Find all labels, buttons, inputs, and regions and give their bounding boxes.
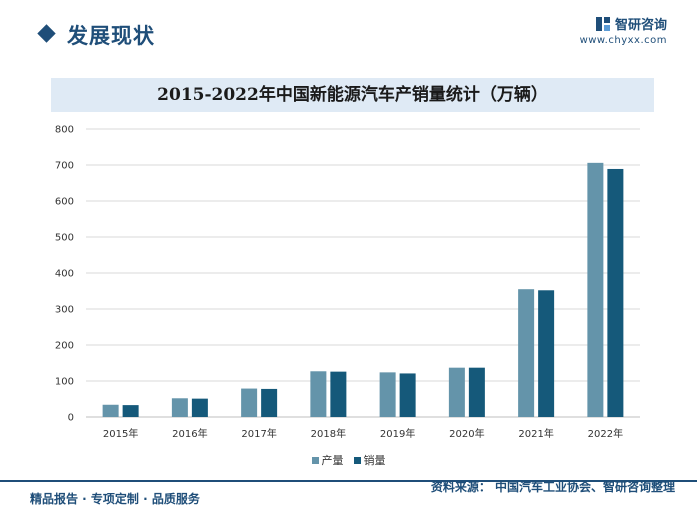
bar-sales [261, 388, 278, 417]
bar-production [587, 162, 604, 417]
bar-sales [399, 373, 416, 417]
x-tick-label: 2017年 [241, 427, 276, 440]
y-tick-label: 200 [55, 341, 74, 352]
x-tick-label: 2021年 [518, 427, 553, 440]
bar-sales [191, 398, 208, 417]
x-tick-label: 2019年 [380, 427, 415, 440]
bar-sales [330, 371, 347, 417]
y-tick-label: 100 [55, 377, 74, 388]
bar-sales [122, 405, 139, 417]
bar-production [310, 371, 327, 417]
x-tick-label: 2016年 [172, 427, 207, 440]
x-tick-label: 2020年 [449, 427, 484, 440]
footer-source: 资料来源： 中国汽车工业协会、智研咨询整理 [430, 480, 675, 494]
x-tick-label: 2018年 [311, 427, 346, 440]
section-title: 发展现状 [67, 24, 155, 48]
bar-sales [538, 290, 555, 417]
y-tick-label: 400 [55, 269, 74, 280]
legend-label-sales: 销量 [363, 454, 386, 467]
bar-production [379, 372, 396, 417]
footer-tagline: 精品报告 · 专项定制 · 品质服务 [30, 492, 200, 506]
y-tick-label: 300 [55, 305, 74, 316]
bar-production [241, 388, 258, 417]
footer-divider [0, 480, 697, 482]
legend-swatch-production [311, 456, 319, 464]
y-tick-label: 0 [68, 413, 74, 424]
legend-item-sales: 销量 [353, 452, 386, 468]
brand-name: 智研咨询 [614, 18, 667, 33]
bar-production [102, 404, 119, 417]
legend-label-production: 产量 [321, 454, 344, 467]
y-tick-label: 600 [55, 197, 74, 208]
header: 发展现状 智研咨询 www.chyxx.com [0, 0, 697, 60]
bar-production [448, 367, 465, 417]
y-tick-label: 800 [55, 125, 74, 136]
y-tick-label: 700 [55, 161, 74, 172]
brand-logo-icon [595, 16, 610, 31]
bar-production [171, 398, 188, 417]
brand: 智研咨询 www.chyxx.com [580, 14, 667, 46]
legend-swatch-sales [353, 456, 361, 464]
legend-item-production: 产量 [311, 452, 344, 468]
x-tick-label: 2022年 [588, 427, 623, 440]
chart-title: 2015-2022年中国新能源汽车产销量统计（万辆） [157, 85, 548, 105]
bar-production [518, 289, 535, 417]
chart-title-band: 2015-2022年中国新能源汽车产销量统计（万辆） [51, 78, 654, 112]
bar-sales [607, 168, 624, 417]
brand-url: www.chyxx.com [579, 35, 667, 46]
legend: 产量 销量 [0, 452, 697, 468]
bar-sales [468, 367, 485, 417]
x-tick-label: 2015年 [103, 427, 138, 440]
y-tick-label: 500 [55, 233, 74, 244]
